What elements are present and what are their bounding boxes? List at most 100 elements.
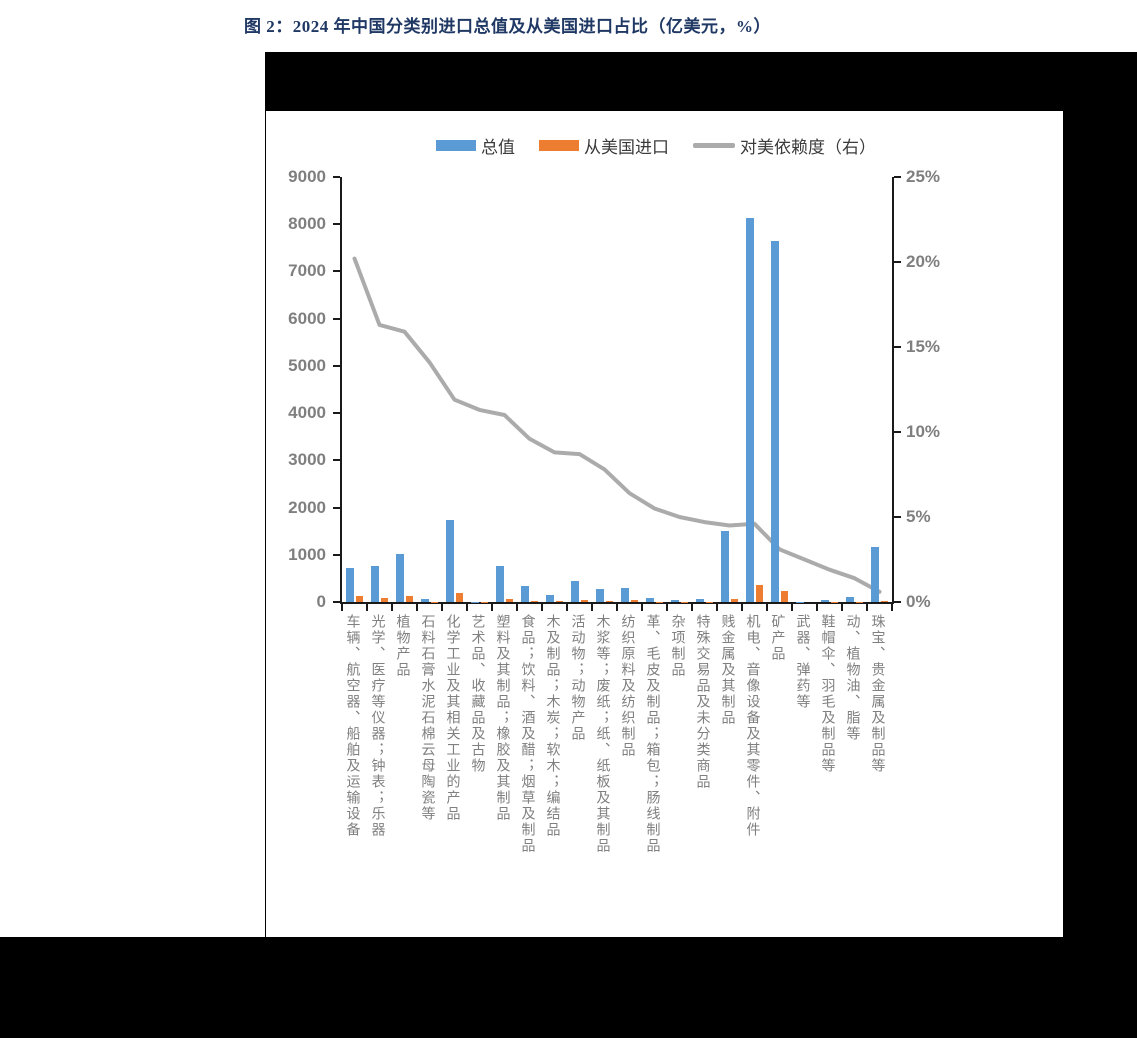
right-axis-tick-label: 0% [906, 592, 931, 611]
left-axis-tick [333, 176, 340, 178]
bar-total-3 [420, 598, 429, 602]
bottom-axis-tick [841, 604, 843, 611]
left-axis-tick [333, 601, 340, 603]
legend-label: 总值 [481, 138, 515, 157]
bar-total-0 [345, 567, 354, 602]
left-axis-tick [333, 412, 340, 415]
bottom-axis-tick [566, 604, 568, 611]
bar-total-21 [870, 547, 879, 602]
left-axis-tick-label: 3000 [288, 450, 326, 470]
category-label-11: 纺织原料及纺织制品 [619, 614, 635, 758]
bottom-axis-tick [491, 604, 493, 611]
legend-label: 对美依赖度（右） [740, 138, 876, 157]
left-axis-tick-label: 5000 [288, 355, 326, 375]
us-dependency-line [352, 256, 882, 594]
left-axis-tick [333, 364, 340, 367]
bar-total-16 [745, 218, 754, 602]
bar-total-15 [720, 531, 729, 602]
bottom-axis-tick [866, 604, 868, 611]
figure-title: 图 2：2024 年中国分类别进口总值及从美国进口占比（亿美元，%） [244, 17, 771, 36]
bottom-axis-tick [716, 604, 718, 611]
legend-bar-swatch [539, 140, 579, 151]
chart-panel: 总值 从美国进口 对美依赖度（右） 9000 8000 7000 6000 5000 4000… [266, 111, 1063, 937]
bar-us-import-17 [780, 590, 788, 602]
legend-bar-swatch [436, 140, 476, 151]
category-label-20: 动、植物油、脂等 [844, 614, 860, 742]
category-label-4: 化学工业及其相关工业的产品 [444, 614, 460, 822]
bottom-axis-tick [441, 604, 443, 611]
left-axis-tick-label: 8000 [288, 214, 326, 234]
bar-us-import-1 [380, 597, 388, 602]
right-axis-tick [894, 261, 901, 263]
category-axis-labels: 车辆、航空器、船舶及运输设备 光学、医疗等仪器；钟表；乐器 植物产品 石料石膏水泥石棉… [340, 614, 890, 914]
bottom-axis-tick [766, 604, 768, 611]
bar-total-4 [445, 519, 454, 602]
left-axis-labels: 9000 8000 7000 6000 5000 4000 3000 2000 1000 0 [266, 168, 332, 611]
right-axis-tick [894, 176, 901, 178]
right-axis-tick-label: 5% [906, 507, 931, 526]
category-label-8: 木及制品；木炭；软木；编结品 [544, 614, 560, 838]
bottom-axis-tick [366, 604, 368, 611]
bar-us-import-11 [630, 600, 638, 602]
right-axis-tick-label: 25% [906, 167, 941, 186]
bar-total-10 [595, 589, 604, 602]
bottom-axis-tick [541, 604, 543, 611]
bar-total-14 [695, 598, 704, 602]
left-axis-tick [333, 459, 340, 462]
left-axis-tick [333, 506, 340, 509]
bar-total-8 [545, 595, 554, 602]
bar-us-import-4 [455, 593, 463, 602]
bottom-axis-tick [416, 604, 418, 611]
category-label-9: 活动物；动物产品 [569, 614, 585, 742]
category-label-7: 食品；饮料、酒及醋；烟草及制品 [519, 614, 535, 854]
left-axis-tick-label: 1000 [288, 544, 326, 564]
bottom-axis-tick [341, 604, 343, 611]
category-label-17: 矿产品 [769, 614, 785, 662]
bar-us-import-8 [555, 601, 563, 602]
left-axis-tick [333, 223, 340, 226]
bottom-axis-tick [816, 604, 818, 611]
bottom-axis-tick [741, 604, 743, 611]
left-axis-tick-label: 7000 [288, 261, 326, 281]
right-axis-tick [894, 601, 901, 603]
legend-item-1: 从美国进口 [539, 133, 669, 158]
bar-us-import-9 [580, 600, 588, 602]
category-label-12: 革、毛皮及制品；箱包；肠线制品 [644, 614, 660, 854]
category-label-15: 贱金属及其制品 [719, 614, 735, 726]
category-label-2: 植物产品 [394, 614, 410, 678]
legend-label: 从美国进口 [584, 138, 669, 157]
category-label-14: 特殊交易品及未分类商品 [694, 614, 710, 790]
category-label-1: 光学、医疗等仪器；钟表；乐器 [369, 614, 385, 838]
bottom-axis-tick [891, 604, 893, 611]
category-label-13: 杂项制品 [669, 614, 685, 678]
bar-us-import-0 [355, 595, 363, 602]
legend-item-0: 总值 [436, 133, 515, 158]
bar-us-import-6 [505, 598, 513, 602]
right-axis-tick-label: 20% [906, 252, 941, 271]
category-label-5: 艺术品、收藏品及古物 [469, 614, 485, 774]
bar-total-1 [370, 566, 379, 602]
right-axis-tick-label: 15% [906, 337, 941, 356]
chart-legend: 总值 从美国进口 对美依赖度（右） [436, 133, 876, 158]
left-axis-tick-label: 4000 [288, 403, 326, 423]
category-label-21: 珠宝、贵金属及制品等 [869, 614, 885, 774]
bar-us-import-15 [730, 599, 738, 602]
left-axis-tick [333, 553, 340, 556]
category-label-19: 鞋帽伞、羽毛及制品等 [819, 614, 835, 774]
bottom-axis-tick [391, 604, 393, 611]
bar-total-5 [470, 601, 479, 602]
bottom-axis-tick [791, 604, 793, 611]
left-axis-tick-label: 9000 [288, 167, 326, 186]
left-axis-tick-label: 6000 [288, 308, 326, 328]
bar-total-20 [845, 597, 854, 602]
bottom-axis-tick [666, 604, 668, 611]
legend-item-2: 对美依赖度（右） [693, 133, 876, 158]
right-axis-tick [894, 431, 901, 433]
category-label-10: 木浆等；废纸；纸、纸板及其制品 [594, 614, 610, 854]
category-label-18: 武器、弹药等 [794, 614, 810, 710]
bottom-axis-tick [641, 604, 643, 611]
right-axis-tick [894, 516, 901, 518]
bar-total-13 [670, 599, 679, 602]
legend-line-swatch [693, 143, 735, 148]
